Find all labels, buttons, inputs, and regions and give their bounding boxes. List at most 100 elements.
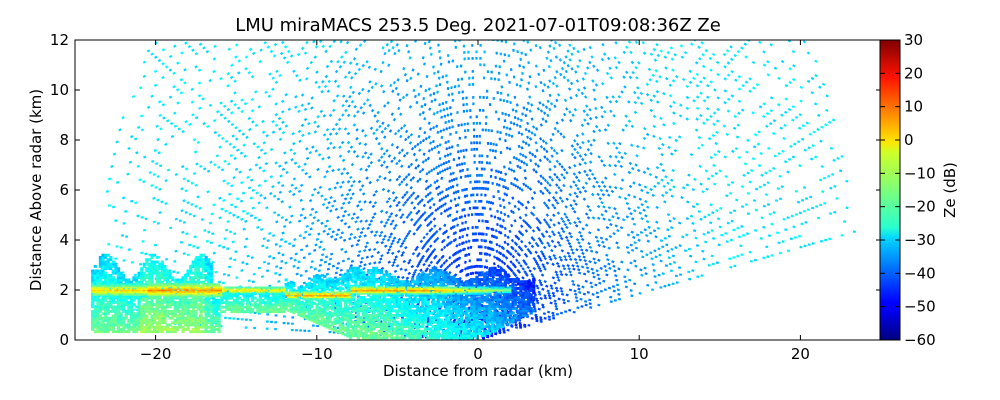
noise-echo [475, 141, 479, 145]
noise-echo [377, 260, 382, 264]
noise-echo [336, 261, 341, 265]
noise-echo [476, 173, 479, 177]
noise-echo [174, 249, 178, 253]
noise-echo [407, 213, 411, 217]
noise-echo [335, 181, 340, 185]
noise-echo [373, 233, 377, 238]
noise-echo [794, 115, 799, 119]
noise-echo [832, 158, 836, 162]
noise-echo [408, 141, 413, 145]
noise-echo [141, 240, 145, 243]
noise-echo [291, 131, 295, 136]
noise-echo [278, 73, 282, 78]
noise-echo [819, 203, 823, 207]
noise-echo [263, 196, 267, 200]
noise-echo [400, 213, 405, 217]
noise-echo [297, 219, 302, 223]
noise-echo [373, 114, 377, 118]
noise-echo [248, 47, 253, 51]
noise-echo [558, 255, 562, 260]
noise-echo [359, 106, 363, 110]
noise-echo [300, 103, 305, 108]
noise-echo [732, 209, 737, 213]
noise-echo [340, 218, 344, 223]
noise-echo [196, 140, 201, 144]
noise-echo [421, 160, 425, 164]
noise-echo [595, 68, 600, 72]
noise-echo [759, 152, 763, 156]
noise-echo [807, 146, 811, 150]
noise-echo [451, 185, 455, 189]
noise-echo [616, 288, 620, 292]
noise-echo [646, 239, 650, 243]
noise-echo [487, 180, 490, 184]
noise-echo [663, 236, 667, 240]
noise-echo [829, 186, 833, 190]
noise-echo [651, 73, 656, 78]
noise-echo [672, 121, 676, 126]
noise-echo [219, 113, 224, 117]
noise-echo [414, 220, 418, 225]
noise-echo [316, 115, 320, 119]
noise-echo [724, 231, 728, 235]
noise-echo [581, 185, 586, 190]
noise-echo [476, 180, 479, 184]
noise-echo [548, 93, 552, 98]
noise-echo [438, 143, 442, 147]
noise-echo [510, 268, 514, 273]
noise-echo [550, 248, 554, 253]
noise-echo [472, 206, 475, 210]
noise-echo [391, 45, 395, 50]
noise-echo [791, 118, 795, 122]
noise-echo [810, 91, 814, 95]
noise-echo [436, 130, 440, 135]
noise-echo [551, 314, 555, 317]
noise-echo [525, 107, 529, 112]
noise-echo [793, 142, 797, 146]
noise-echo [483, 50, 486, 54]
noise-echo [457, 196, 461, 200]
noise-echo [757, 164, 762, 168]
noise-echo [307, 233, 312, 237]
noise-echo [524, 206, 528, 210]
noise-echo [655, 42, 659, 47]
noise-echo [456, 78, 460, 82]
noise-echo [601, 193, 606, 197]
noise-echo [162, 34, 165, 37]
noise-echo [260, 228, 264, 231]
noise-echo [476, 186, 479, 190]
noise-echo [443, 223, 447, 228]
noise-echo [272, 211, 277, 215]
noise-echo [110, 165, 114, 168]
noise-echo [514, 323, 518, 327]
noise-echo [559, 236, 564, 241]
noise-echo [274, 80, 279, 85]
noise-echo [256, 225, 260, 229]
noise-echo [607, 246, 611, 250]
noise-echo [485, 89, 489, 93]
noise-echo [569, 185, 573, 189]
noise-echo [508, 229, 512, 234]
noise-echo [475, 134, 479, 138]
noise-echo [473, 265, 476, 268]
noise-echo [442, 108, 446, 112]
noise-echo [605, 189, 609, 193]
noise-echo [211, 232, 215, 236]
noise-echo [625, 70, 629, 75]
noise-echo [649, 52, 654, 56]
noise-echo [227, 274, 231, 277]
noise-echo [233, 258, 237, 262]
noise-echo [465, 194, 469, 198]
noise-echo [347, 200, 351, 205]
noise-echo [521, 71, 524, 76]
noise-echo [425, 74, 429, 79]
noise-echo [494, 64, 498, 68]
noise-echo [462, 109, 466, 113]
noise-echo [313, 55, 317, 59]
noise-echo [373, 212, 377, 216]
noise-echo [154, 162, 159, 166]
noise-echo [582, 47, 586, 52]
noise-echo [736, 50, 741, 54]
noise-echo [136, 125, 141, 129]
noise-echo [585, 173, 589, 177]
